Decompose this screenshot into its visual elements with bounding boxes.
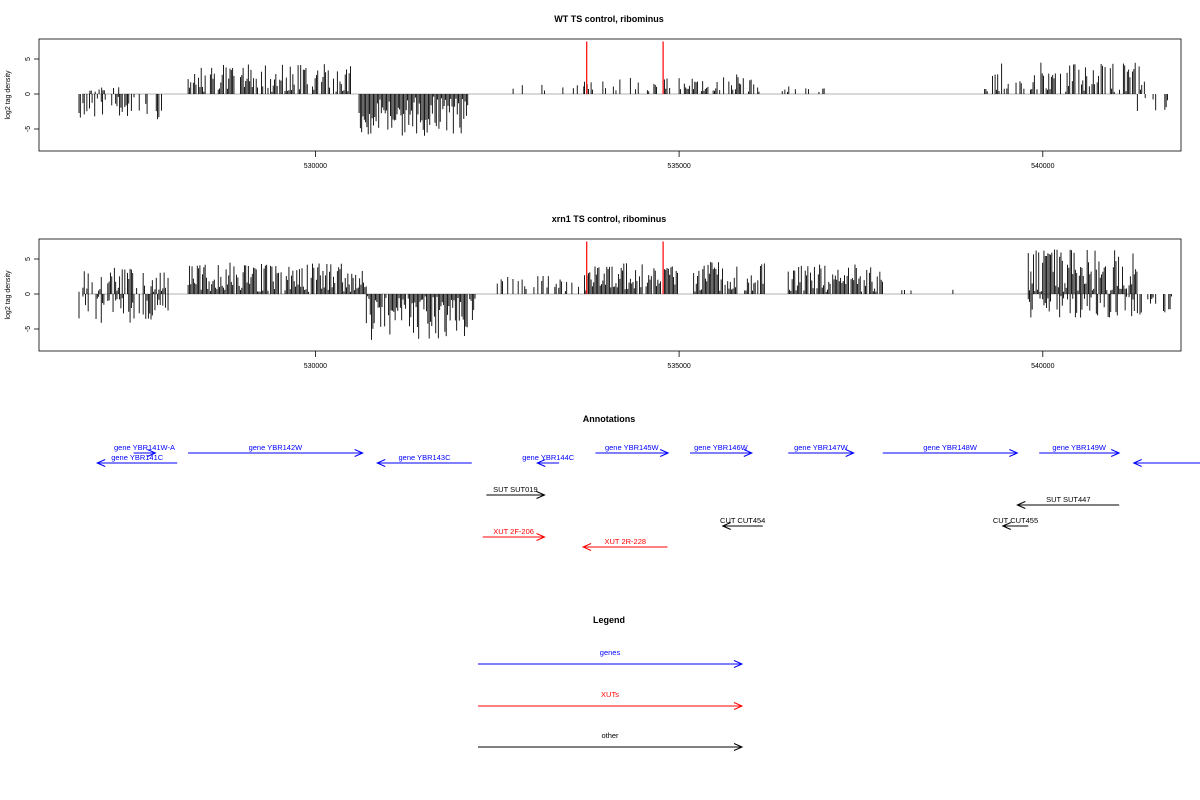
legend-title: Legend xyxy=(593,615,625,625)
annotation-label: gene YBR141W-A xyxy=(114,443,175,452)
y-tick-label: -5 xyxy=(25,326,32,332)
annotation-label: gene YBR148W xyxy=(923,443,978,452)
legend-entry: XUTs xyxy=(478,690,744,710)
arrow-head xyxy=(536,491,546,499)
legend-entry: other xyxy=(478,731,744,751)
annotation-arrow: XUT 2F-206 xyxy=(482,527,546,541)
annotation-label: gene YBR147W xyxy=(794,443,849,452)
annotation-arrow: XUT 2R-228 xyxy=(581,537,668,551)
y-tick-label: 0 xyxy=(25,292,32,296)
annotation-arrow: gene YBR143C xyxy=(375,453,472,467)
x-tick-label: 535000 xyxy=(667,363,690,370)
arrow-head xyxy=(721,522,731,530)
panel-xrn1-yaxis: 5 0 -5 xyxy=(25,257,39,332)
annotations-title: Annotations xyxy=(583,414,636,424)
annotation-label: gene YBR145W xyxy=(605,443,660,452)
panel-xrn1-xaxis: 530000 535000 540000 xyxy=(304,351,1055,370)
legend-items: genes XUTs other xyxy=(478,648,744,751)
arrow-head xyxy=(375,459,386,467)
panel-wt-title: WT TS control, ribominus xyxy=(554,14,664,24)
arrow-head xyxy=(536,459,546,467)
arrow-head xyxy=(1016,501,1026,509)
annotation-label: SUT SUT019 xyxy=(493,485,537,494)
x-tick-label: 530000 xyxy=(304,163,327,170)
panel-wt-xaxis: 530000 535000 540000 xyxy=(304,151,1055,170)
arrow-head xyxy=(536,533,546,541)
arrow-head xyxy=(147,449,157,457)
arrow-head xyxy=(1009,449,1019,457)
annotation-arrow: CUT CUT454 xyxy=(720,516,765,530)
x-tick-label: 540000 xyxy=(1031,163,1054,170)
x-tick-label: 530000 xyxy=(304,363,327,370)
x-tick-label: 535000 xyxy=(667,163,690,170)
y-tick-label: 0 xyxy=(25,92,32,96)
annotation-arrow: gene YBR147W xyxy=(788,443,855,457)
legend-entry-label: other xyxy=(601,731,619,740)
arrow-head xyxy=(1001,522,1011,530)
annotation-label: gene YBR141C xyxy=(111,453,164,462)
panel-wt: WT TS control, ribominus 530000 535000 540… xyxy=(5,14,1182,170)
legend: Legend genes XUTs other xyxy=(478,615,744,751)
annotation-arrow: gene YBR144C xyxy=(522,453,575,467)
panel-wt-bars xyxy=(78,62,1168,136)
annotation-arrow: SUT SUT019 xyxy=(486,485,546,499)
arrow-head xyxy=(733,660,744,668)
panel-xrn1-ylabel: log2 tag density xyxy=(5,270,12,320)
panel-xrn1-highlights xyxy=(586,241,664,294)
panel-xrn1-frame xyxy=(38,238,1182,352)
panel-wt-ylabel: log2 tag density xyxy=(5,70,12,120)
annotation-label: gene YBR142W xyxy=(249,443,304,452)
panel-xrn1-title: xrn1 TS control, ribominus xyxy=(552,214,667,224)
arrow-head xyxy=(581,543,592,551)
arrow-head xyxy=(659,449,670,457)
annotation-label: CUT CUT455 xyxy=(993,516,1038,525)
panel-wt-yaxis: 5 0 -5 xyxy=(25,57,39,132)
annotation-arrow: SUT SUT447 xyxy=(1016,495,1120,509)
annotation-label: CUT CUT454 xyxy=(720,516,765,525)
annotation-arrow: gene YBR142W xyxy=(188,443,364,457)
y-tick-label: 5 xyxy=(25,257,32,261)
annotation-label: gene YBR143C xyxy=(399,453,452,462)
x-tick-label: 540000 xyxy=(1031,363,1054,370)
panel-wt-frame xyxy=(38,38,1182,152)
y-tick-label: 5 xyxy=(25,57,32,61)
panel-xrn1: xrn1 TS control, ribominus 530000 535000 5… xyxy=(5,214,1182,370)
annotation-label: XUT 2R-228 xyxy=(605,537,647,546)
annotation-label: gene YBR146W xyxy=(694,443,749,452)
legend-entry: genes xyxy=(478,648,744,668)
panel-wt-highlights xyxy=(586,41,664,94)
annotation-arrow: gene YBR145W xyxy=(595,443,670,457)
arrow-head xyxy=(845,449,855,457)
legend-entry-label: genes xyxy=(600,648,621,657)
annotation-arrow: gene YBR141W-A xyxy=(114,443,175,457)
annotation-arrow: gene YBR141C xyxy=(95,453,178,467)
annotation-arrow: gene YBR146W xyxy=(690,443,754,457)
legend-entry-label: XUTs xyxy=(601,690,619,699)
annotation-arrow: gene YBR149W xyxy=(1039,443,1121,457)
arrow-head xyxy=(95,459,106,467)
annotation-arrow: gene YBR148W xyxy=(882,443,1019,457)
annotation-label: gene YBR144C xyxy=(522,453,575,462)
panel-xrn1-bars xyxy=(78,249,1172,340)
arrow-head xyxy=(1110,449,1121,457)
arrow-head xyxy=(733,743,744,751)
annotation-label: gene YBR149W xyxy=(1052,443,1107,452)
annotation-label: SUT SUT447 xyxy=(1046,495,1090,504)
arrow-head xyxy=(1132,459,1142,467)
y-tick-label: -5 xyxy=(25,126,32,132)
annotation-label: XUT 2F-206 xyxy=(493,527,534,536)
arrow-head xyxy=(743,449,754,457)
arrow-head xyxy=(733,702,744,710)
arrow-head xyxy=(354,449,364,457)
annotation-arrow xyxy=(1132,459,1200,467)
annotation-arrow: CUT CUT455 xyxy=(993,516,1038,530)
